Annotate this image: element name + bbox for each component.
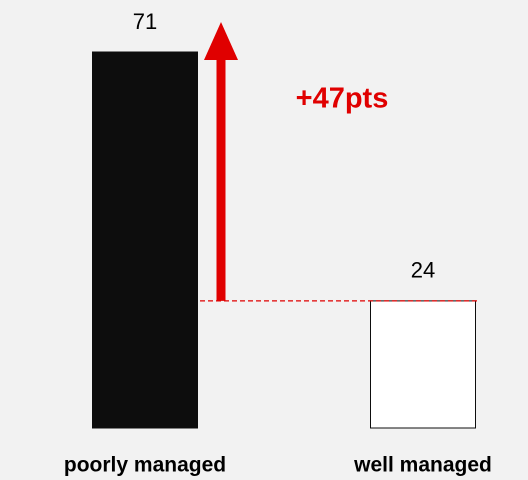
arrow-head [204, 22, 238, 60]
value-label: 71 [133, 9, 157, 34]
category-label: well managed [353, 454, 492, 477]
bar [370, 300, 476, 429]
bar [92, 51, 198, 429]
value-label: 24 [411, 258, 435, 283]
category-label: poorly managed [64, 454, 226, 477]
annotation: +47pts [296, 83, 389, 115]
